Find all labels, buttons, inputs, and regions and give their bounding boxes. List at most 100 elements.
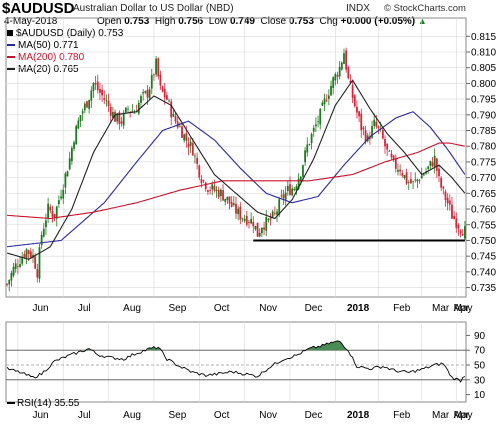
price-x-label: Jul bbox=[78, 303, 91, 314]
rsi-tick-label: 10 bbox=[474, 390, 486, 401]
candle-body bbox=[375, 121, 378, 127]
candle-body bbox=[323, 98, 326, 104]
candle-body bbox=[213, 185, 216, 191]
candle-body bbox=[29, 251, 32, 258]
candle-body bbox=[222, 190, 224, 201]
rsi-x-label: Apr bbox=[454, 410, 470, 421]
candle-body bbox=[304, 150, 307, 163]
price-tick-label: 0.780 bbox=[471, 142, 496, 153]
ma50-swatch-icon bbox=[7, 44, 15, 47]
candle-body bbox=[90, 90, 93, 101]
legend-ma20-label: MA(20) 0.765 bbox=[18, 64, 79, 75]
symbol-title: $AUDUSD bbox=[2, 0, 75, 17]
candle-body bbox=[81, 111, 84, 114]
candle-body bbox=[142, 92, 145, 94]
candle-body bbox=[455, 218, 458, 228]
ma-line-ma20 bbox=[6, 79, 466, 260]
candle-body bbox=[189, 141, 192, 146]
candle-body bbox=[403, 175, 406, 178]
price-x-label: 2018 bbox=[347, 303, 370, 314]
candle-body bbox=[459, 230, 462, 234]
candle-body bbox=[390, 153, 393, 158]
candle-body bbox=[228, 196, 231, 204]
price-tick-label: 0.800 bbox=[471, 79, 496, 90]
candle-body bbox=[62, 189, 65, 199]
candle-body bbox=[83, 103, 86, 111]
rsi-x-label: Aug bbox=[123, 410, 141, 421]
price-tick-label: 0.745 bbox=[471, 252, 496, 263]
chg-value: +0.000 (+0.05%) bbox=[340, 16, 416, 27]
candle-body bbox=[140, 96, 142, 103]
chg-up-icon: ▲ bbox=[417, 16, 427, 26]
candle-body bbox=[183, 134, 186, 141]
candle-body bbox=[207, 190, 209, 192]
price-tick-label: 0.805 bbox=[471, 63, 496, 74]
price-tick-label: 0.790 bbox=[471, 110, 496, 121]
candle-body bbox=[265, 217, 268, 231]
close-label: Close bbox=[260, 16, 287, 27]
price-x-label: Apr bbox=[454, 303, 470, 314]
candle-body bbox=[360, 113, 363, 131]
candle-body bbox=[14, 263, 17, 269]
candle-body bbox=[368, 136, 371, 140]
candle-body bbox=[330, 85, 332, 96]
rsi-x-label: Dec bbox=[305, 410, 323, 421]
price-x-label: Oct bbox=[214, 303, 230, 314]
candle-body bbox=[215, 189, 218, 192]
price-tick-label: 0.775 bbox=[471, 157, 496, 168]
price-x-label: Feb bbox=[393, 303, 411, 314]
candle-body bbox=[256, 222, 259, 237]
candle-body bbox=[394, 158, 397, 169]
candle-body bbox=[42, 228, 45, 237]
candle-body bbox=[422, 174, 425, 176]
candle-body bbox=[150, 74, 153, 89]
candle-body bbox=[461, 234, 464, 236]
candle-body bbox=[16, 266, 19, 268]
candle-body bbox=[410, 179, 412, 184]
candle-body bbox=[356, 106, 358, 113]
price-tick-label: 0.785 bbox=[471, 126, 496, 137]
candle-body bbox=[245, 215, 248, 225]
candle-body bbox=[429, 160, 432, 166]
candle-body bbox=[133, 112, 136, 114]
candle-body bbox=[258, 232, 261, 237]
candle-body bbox=[297, 178, 300, 189]
candle-body bbox=[194, 155, 196, 157]
candle-body bbox=[137, 102, 140, 114]
candle-body bbox=[202, 180, 205, 182]
candle-body bbox=[10, 272, 13, 281]
rsi-label: RSI(14) 35.55 bbox=[7, 398, 79, 409]
candle-body bbox=[448, 200, 451, 205]
candle-body bbox=[96, 81, 99, 91]
candle-body bbox=[73, 142, 75, 149]
candle-body bbox=[217, 189, 220, 198]
candle-body bbox=[64, 173, 67, 188]
candle-body bbox=[66, 171, 69, 177]
candle-body bbox=[446, 197, 449, 204]
candle-body bbox=[209, 189, 211, 191]
candle-body bbox=[414, 179, 417, 181]
credit-label: © StockCharts.com bbox=[384, 3, 466, 14]
candle-body bbox=[172, 114, 175, 117]
candle-body bbox=[27, 250, 30, 254]
candle-body bbox=[310, 134, 313, 144]
candle-body bbox=[349, 80, 352, 83]
candle-body bbox=[332, 77, 335, 88]
candle-body bbox=[70, 147, 73, 162]
ma200-swatch-icon bbox=[7, 56, 15, 59]
candle-body bbox=[442, 186, 445, 189]
candle-body bbox=[204, 182, 207, 190]
rsi-tick-label: 90 bbox=[474, 331, 486, 342]
candle-body bbox=[381, 129, 384, 139]
high-value: 0.756 bbox=[178, 16, 204, 27]
rsi-x-label: Jul bbox=[78, 410, 91, 421]
rsi-overbought-fill bbox=[307, 340, 347, 351]
candle-body bbox=[271, 211, 274, 217]
candle-body bbox=[457, 224, 460, 229]
candle-body bbox=[289, 184, 291, 195]
candle-body bbox=[315, 124, 317, 127]
candle-body bbox=[25, 249, 28, 259]
price-tick-label: 0.765 bbox=[471, 189, 496, 200]
rsi-x-label: Feb bbox=[393, 410, 411, 421]
